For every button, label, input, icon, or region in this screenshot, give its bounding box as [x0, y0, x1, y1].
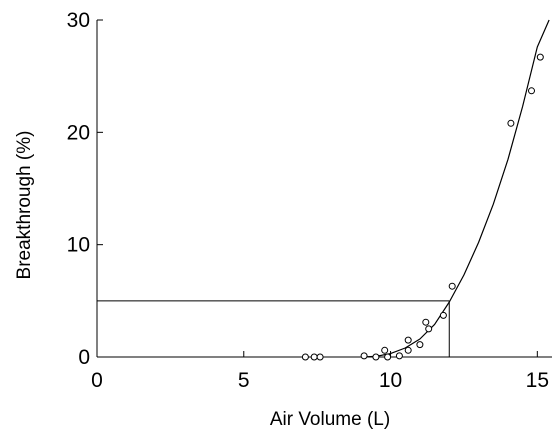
data-point	[528, 87, 535, 95]
x-tick-label: 5	[238, 369, 250, 392]
y-tick-label: 10	[67, 234, 90, 257]
data-point	[316, 353, 324, 361]
fit-curve-layer	[361, 19, 550, 358]
data-point	[422, 318, 430, 326]
data-point	[416, 341, 424, 349]
data-point	[425, 325, 433, 333]
guide-lines	[97, 300, 450, 357]
data-point	[448, 282, 456, 290]
data-point	[395, 352, 403, 360]
x-tick-label: 10	[379, 369, 402, 392]
x-ticks: 0 5 10 15	[91, 351, 549, 392]
data-point	[310, 353, 318, 361]
data-point	[536, 53, 544, 61]
data-point	[384, 353, 392, 361]
data-point	[439, 311, 447, 319]
y-tick-label: 20	[67, 121, 90, 144]
x-tick-label: 0	[91, 369, 103, 392]
y-tick-label: 30	[67, 9, 90, 32]
data-point	[372, 353, 380, 361]
x-axis-label: Air Volume (L)	[270, 409, 390, 430]
data-point	[360, 352, 368, 360]
y-tick-label: 0	[78, 346, 90, 369]
data-point	[404, 346, 412, 354]
data-point	[507, 119, 515, 127]
data-point	[381, 346, 389, 354]
y-axis-label: Breakthrough (%)	[14, 131, 35, 280]
data-point	[404, 336, 412, 344]
y-ticks: 0 10 20 30	[67, 9, 103, 369]
fit-curve	[361, 19, 550, 358]
plot-frame	[96, 20, 552, 358]
data-points	[301, 53, 544, 361]
data-point	[301, 353, 309, 361]
x-tick-label: 15	[526, 369, 549, 392]
